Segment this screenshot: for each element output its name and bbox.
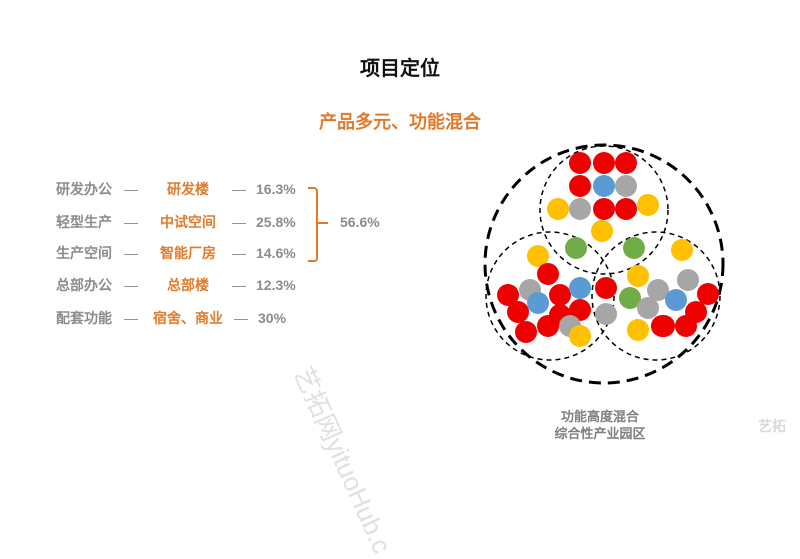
outer-park-circle	[483, 143, 725, 385]
blue-function-dot	[665, 289, 687, 311]
dash: —	[124, 245, 138, 261]
product-label: 中试空间	[160, 214, 216, 230]
red-function-dot	[675, 315, 697, 337]
function-dots	[497, 152, 719, 347]
yellow-function-dot	[637, 194, 659, 216]
yellow-function-dot	[627, 265, 649, 287]
top-cluster-circle	[539, 145, 669, 275]
dash: —	[124, 214, 138, 230]
percent-value: 30%	[258, 310, 287, 326]
category-label: 研发办公	[56, 181, 112, 197]
page-title: 项目定位	[360, 58, 440, 80]
red-function-dot	[569, 152, 591, 174]
dash: —	[124, 181, 138, 197]
gray-function-dot	[595, 303, 617, 325]
green-function-dot	[623, 237, 645, 259]
product-label: 总部楼	[167, 277, 209, 293]
dash: —	[124, 277, 138, 293]
group-brace-tick	[318, 222, 328, 224]
percent-value: 14.6%	[256, 245, 296, 261]
yellow-function-dot	[671, 239, 693, 261]
gray-function-dot	[677, 269, 699, 291]
yellow-function-dot	[527, 245, 549, 267]
function-ratio-table: 研发办公 — 研发楼 — 16.3% 轻型生产 — 中试空间 — 25.8% 生…	[0, 0, 400, 450]
group-brace	[308, 187, 318, 262]
dash: —	[232, 214, 246, 230]
diagram-caption-line1: 功能高度混合	[560, 409, 639, 424]
left-cluster-circle	[485, 231, 615, 361]
gray-function-dot	[569, 198, 591, 220]
dash: —	[232, 181, 246, 197]
gray-function-dot	[637, 297, 659, 319]
red-function-dot	[569, 299, 591, 321]
red-function-dot	[497, 284, 519, 306]
dash: —	[234, 310, 248, 326]
red-function-dot	[595, 277, 617, 299]
green-function-dot	[565, 237, 587, 259]
red-function-dot	[593, 198, 615, 220]
red-function-dot	[569, 175, 591, 197]
red-function-dot	[537, 315, 559, 337]
percent-value: 16.3%	[256, 181, 296, 197]
group-total: 56.6%	[340, 214, 380, 230]
red-function-dot	[507, 301, 529, 323]
table-row: 总部办公 — 总部楼 — 12.3%	[0, 274, 330, 296]
dash: —	[232, 245, 246, 261]
blue-function-dot	[527, 292, 549, 314]
category-label: 生产空间	[56, 245, 112, 261]
mixed-function-diagram	[483, 143, 725, 385]
page-subtitle: 产品多元、功能混合	[319, 112, 481, 132]
blue-function-dot	[593, 175, 615, 197]
table-row: 生产空间 — 智能厂房 — 14.6%	[0, 242, 330, 264]
yellow-function-dot	[547, 198, 569, 220]
category-label: 配套功能	[56, 310, 112, 326]
product-label: 研发楼	[167, 181, 209, 197]
table-row: 配套功能 — 宿舍、商业 — 30%	[0, 307, 330, 329]
green-function-dot	[619, 287, 641, 309]
table-row: 研发办公 — 研发楼 — 16.3%	[0, 178, 330, 200]
red-function-dot	[697, 283, 719, 305]
yellow-function-dot	[569, 325, 591, 347]
dash: —	[124, 310, 138, 326]
red-function-dot	[615, 152, 637, 174]
category-label: 轻型生产	[56, 214, 112, 230]
gray-function-dot	[647, 279, 669, 301]
brand-logo: 艺拓	[758, 418, 786, 434]
diagram-caption-line2: 综合性产业园区	[554, 426, 646, 441]
yellow-function-dot	[591, 220, 613, 242]
red-function-dot	[593, 152, 615, 174]
percent-value: 12.3%	[256, 277, 296, 293]
red-function-dot	[537, 263, 559, 285]
percent-value: 25.8%	[256, 214, 296, 230]
red-function-dot	[515, 321, 537, 343]
product-label: 宿舍、商业	[153, 310, 223, 326]
dash: —	[232, 277, 246, 293]
table-row: 轻型生产 — 中试空间 — 25.8%	[0, 211, 330, 233]
red-function-dot	[651, 315, 673, 337]
gray-function-dot	[615, 175, 637, 197]
blue-function-dot	[569, 277, 591, 299]
product-label: 智能厂房	[160, 245, 216, 261]
red-function-dot	[549, 284, 571, 306]
category-label: 总部办公	[56, 277, 112, 293]
right-cluster-circle	[591, 231, 721, 361]
red-function-dot	[615, 198, 637, 220]
yellow-function-dot	[627, 319, 649, 341]
